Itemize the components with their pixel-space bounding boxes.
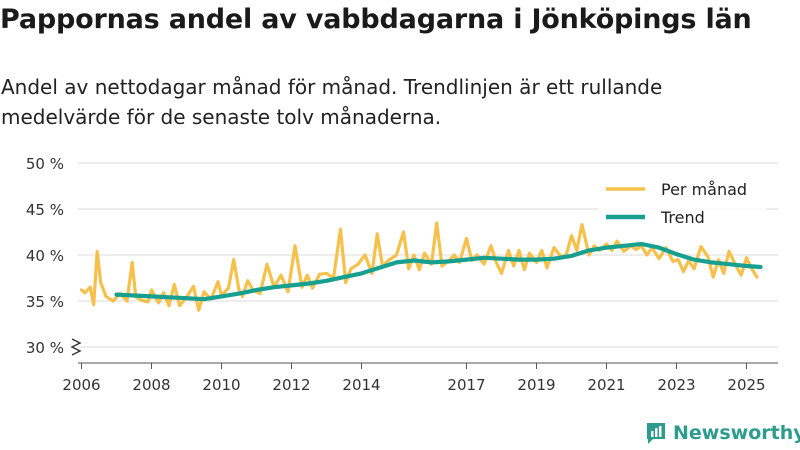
x-tick-label: 2008 <box>132 376 170 394</box>
x-tick-label: 2006 <box>62 376 100 394</box>
axis-break-icon <box>70 338 82 356</box>
brand-logo: Newsworthy <box>645 419 800 447</box>
x-tick-label: 2019 <box>517 376 555 394</box>
series-line-trend <box>114 241 763 302</box>
y-tick-label: 30 % <box>26 339 64 357</box>
line-chart: 30 % 35 % 40 % 45 % 50 % 2006 2008 2010 2012 2014… <box>26 155 778 394</box>
y-tick-label: 40 % <box>26 247 64 265</box>
legend-label: Trend <box>660 208 705 227</box>
y-tick-label: 50 % <box>26 155 64 173</box>
y-tick-label: 45 % <box>26 201 64 219</box>
legend-label: Per månad <box>661 180 747 199</box>
newsworthy-logo-icon <box>647 423 665 444</box>
x-tick-label: 2017 <box>447 376 485 394</box>
x-tick-label: 2012 <box>272 376 310 394</box>
brand-name: Newsworthy <box>673 422 800 444</box>
x-tick-label: 2014 <box>342 376 380 394</box>
y-tick-label: 35 % <box>26 293 64 311</box>
x-tick-label: 2010 <box>202 376 240 394</box>
chart-subtitle: Andel av nettodagar månad för månad. Tre… <box>1 75 663 129</box>
legend-box <box>598 173 766 233</box>
x-tick-label: 2025 <box>727 376 765 394</box>
x-tick-label: 2021 <box>587 376 625 394</box>
x-tick-label: 2023 <box>657 376 695 394</box>
chart-title: Pappornas andel av vabbdagarna i Jönköpi… <box>0 4 752 35</box>
series-line-per-manad <box>79 221 759 312</box>
